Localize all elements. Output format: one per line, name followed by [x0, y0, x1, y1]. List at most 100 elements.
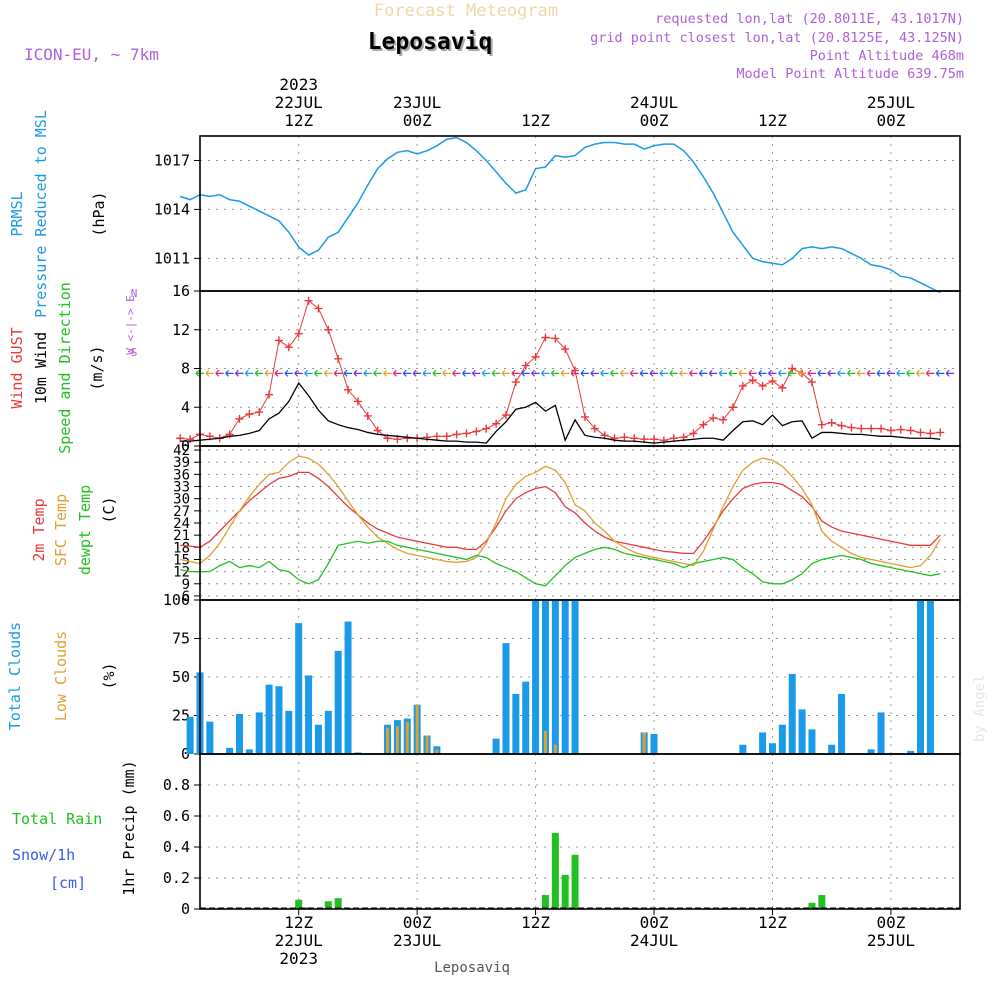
dewpt-line — [180, 540, 941, 587]
wind-direction-arrow — [314, 369, 323, 377]
gust-marker — [580, 412, 589, 421]
wind-direction-arrow — [708, 369, 718, 377]
gust-marker — [867, 424, 876, 433]
y-tick-label: 30 — [173, 492, 190, 508]
low-clouds-label: Low Clouds — [52, 631, 70, 721]
wind-direction-arrow — [392, 369, 402, 377]
y-tick-label: 0 — [181, 900, 190, 918]
total-cloud-bar — [275, 686, 283, 754]
total-cloud-bar — [334, 650, 342, 754]
low-cloud-bar — [425, 735, 429, 754]
y-tick-label: 21 — [173, 528, 190, 544]
total-cloud-bar — [650, 733, 658, 754]
rain-bar — [818, 895, 826, 909]
wind-direction-arrow — [748, 369, 757, 377]
wind-direction-arrow — [432, 369, 441, 377]
gust-marker — [452, 430, 461, 439]
wind-direction-arrow — [629, 369, 639, 377]
gust-marker — [906, 426, 915, 435]
wind-direction-arrow — [550, 369, 560, 377]
y-tick-label: 27 — [173, 504, 190, 520]
gust-marker — [610, 434, 619, 443]
gust-marker — [225, 430, 234, 439]
total-cloud-bar — [867, 749, 875, 754]
gust-marker — [728, 403, 737, 412]
pressure-label: PRMSL — [8, 191, 26, 236]
wind-direction-arrow — [264, 369, 274, 377]
wind-direction-arrow — [481, 369, 491, 377]
gust-marker — [353, 397, 362, 406]
rain-bar — [571, 854, 579, 909]
compass-n: N — [131, 287, 138, 300]
rain-bar — [324, 901, 332, 909]
wind-direction-arrow — [452, 369, 461, 377]
gust-marker — [689, 429, 698, 438]
bottom-time-label: 00Z — [403, 913, 432, 932]
wind-direction-arrow — [531, 369, 540, 377]
top-time-label: 23JUL — [393, 93, 441, 112]
pressure-label: Pressure Reduced to MSL — [32, 110, 50, 318]
low-cloud-bar — [386, 727, 390, 754]
low-cloud-bar — [553, 744, 557, 754]
y-tick-label: 0.4 — [163, 838, 190, 856]
y-tick-label: 6 — [182, 589, 190, 605]
wind-direction-arrow — [925, 369, 935, 377]
location-title: Leposaviq — [368, 29, 493, 55]
total-cloud-bar — [295, 623, 303, 754]
wind-direction-arrow — [856, 369, 866, 377]
rain-bar — [295, 899, 303, 909]
total-cloud-bar — [838, 693, 846, 754]
gust-marker — [462, 429, 471, 438]
bottom-time-label: 00Z — [640, 913, 669, 932]
wind-direction-arrow — [916, 369, 925, 377]
gust-marker — [748, 376, 757, 385]
rain-bar — [808, 902, 816, 909]
rain-bar — [551, 833, 559, 909]
y-tick-label: 1017 — [154, 151, 190, 169]
gust-marker — [245, 410, 254, 419]
precip-unit: 1hr Precip (mm) — [120, 760, 138, 895]
bottom-time-label: 2023 — [279, 949, 318, 968]
wind-direction-arrow — [284, 369, 293, 377]
total-cloud-bar — [265, 684, 273, 754]
panel-pressure: 1011 1014 1017 — [154, 135, 961, 294]
wind-direction-arrow — [639, 369, 649, 377]
wind-direction-arrow — [274, 369, 283, 377]
wind-direction-arrow — [777, 369, 787, 377]
wind-direction-arrow — [323, 369, 333, 377]
watermark: by Angel — [972, 675, 988, 742]
clouds-unit: (%) — [100, 662, 118, 689]
panel-precip: 0 0.2 0.4 0.6 0.8 — [163, 753, 961, 918]
y-tick-label: 39 — [173, 455, 190, 471]
wind-direction-arrow — [659, 369, 668, 377]
gust-marker — [423, 433, 432, 442]
wind-direction-arrow — [768, 369, 777, 377]
gust-marker — [511, 378, 520, 387]
wind-direction-arrow — [649, 369, 659, 377]
model-name: ICON-EU, ~ 7km — [24, 45, 159, 64]
wind-direction-arrow — [402, 369, 412, 377]
total-cloud-bar — [512, 693, 520, 754]
wind-direction-arrow — [797, 369, 807, 377]
top-time-label: 2023 — [279, 75, 318, 94]
wind-direction-arrow — [471, 369, 481, 377]
wind-direction-arrow — [906, 369, 915, 377]
total-cloud-bar — [226, 747, 234, 754]
gust-marker — [334, 354, 343, 363]
gust-marker — [659, 436, 668, 445]
gust-marker — [620, 433, 629, 442]
wind-unit: (m/s) — [88, 345, 106, 390]
temp2m-line — [180, 471, 941, 555]
total-cloud-bar — [344, 621, 352, 754]
gust-marker — [373, 426, 382, 435]
y-tick-label: 42 — [173, 443, 190, 459]
wind-direction-arrow — [728, 369, 737, 377]
wind-direction-arrow — [373, 369, 382, 377]
total-cloud-bar — [768, 743, 776, 754]
sfc-label: SFC Temp — [52, 494, 70, 566]
wind-direction-arrow — [541, 369, 550, 377]
gust-marker — [807, 378, 816, 387]
top-time-label: 12Z — [284, 111, 313, 130]
wind-direction-arrow — [866, 369, 876, 377]
